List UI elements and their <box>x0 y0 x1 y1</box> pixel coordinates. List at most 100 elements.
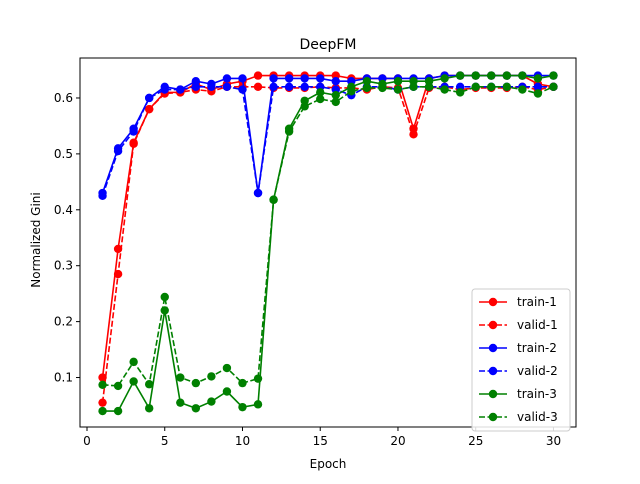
y-tick-label: 0.2 <box>54 315 73 329</box>
data-point-valid-2 <box>238 85 247 94</box>
data-point-train-3 <box>533 74 543 83</box>
data-point-train-2 <box>284 74 294 83</box>
legend: train-1 valid-1 train-2 valid-2 train-3 valid… <box>471 288 571 432</box>
data-point-valid-3 <box>316 94 325 104</box>
data-point-train-3 <box>238 402 247 412</box>
data-point-train-3 <box>331 90 340 100</box>
data-point-valid-3 <box>98 380 107 389</box>
data-point-valid-2 <box>533 82 543 91</box>
data-point-valid-3 <box>471 82 480 91</box>
legend-marker-valid-1 <box>488 320 498 330</box>
x-axis-label: Epoch <box>310 457 347 471</box>
data-point-valid-3 <box>222 363 232 373</box>
data-point-train-3 <box>98 406 107 416</box>
data-point-train-3 <box>113 406 123 416</box>
data-point-valid-3 <box>176 373 185 382</box>
data-point-valid-1 <box>409 130 418 139</box>
legend-label-valid-1: valid-1 <box>517 318 558 332</box>
data-point-train-3 <box>518 71 527 80</box>
data-point-train-3 <box>440 74 449 83</box>
data-point-valid-3 <box>269 195 278 204</box>
legend-marker-train-2 <box>488 343 498 353</box>
y-tick-label: 0.4 <box>54 203 73 217</box>
data-point-valid-3 <box>502 82 512 91</box>
data-point-train-3 <box>191 404 201 413</box>
data-point-train-3 <box>176 398 185 407</box>
data-point-valid-3 <box>393 85 403 94</box>
y-tick-label: 0.3 <box>54 259 73 273</box>
data-point-valid-3 <box>440 85 449 94</box>
data-point-valid-3 <box>300 102 309 111</box>
data-point-train-3 <box>362 77 372 86</box>
legend-label-train-1: train-1 <box>517 295 557 309</box>
data-point-valid-3 <box>378 83 387 93</box>
data-point-valid-2 <box>113 146 123 156</box>
legend-marker-valid-2 <box>488 366 498 376</box>
data-point-train-3 <box>207 397 216 406</box>
data-point-train-1 <box>113 244 123 254</box>
data-point-valid-3 <box>487 82 496 91</box>
legend-marker-train-1 <box>488 297 498 307</box>
y-tick-label: 0.1 <box>54 371 73 385</box>
data-point-valid-1 <box>253 82 263 91</box>
legend-label-valid-2: valid-2 <box>517 364 558 378</box>
data-point-valid-3 <box>113 381 123 391</box>
data-point-valid-3 <box>533 89 543 98</box>
data-point-valid-2 <box>176 85 185 94</box>
data-point-valid-2 <box>98 191 107 201</box>
data-point-train-3 <box>487 71 496 80</box>
y-tick-label: 0.5 <box>54 147 73 161</box>
x-tick-label: 30 <box>546 434 561 448</box>
data-point-train-3 <box>222 387 232 396</box>
y-tick-label: 0.6 <box>54 91 73 105</box>
data-point-valid-3 <box>362 83 372 93</box>
data-point-train-1 <box>98 373 107 382</box>
data-point-valid-3 <box>331 97 340 107</box>
x-tick-label: 0 <box>83 434 91 448</box>
data-point-valid-2 <box>284 82 294 91</box>
legend-label-train-3: train-3 <box>517 387 557 401</box>
data-point-valid-3 <box>207 372 216 381</box>
data-point-train-1 <box>253 71 263 80</box>
data-point-train-3 <box>549 71 558 80</box>
data-point-train-2 <box>269 74 278 83</box>
data-point-valid-2 <box>144 93 154 103</box>
data-point-train-3 <box>393 77 403 86</box>
data-point-train-3 <box>316 88 325 97</box>
legend-label-valid-3: valid-3 <box>517 410 558 424</box>
data-point-valid-3 <box>284 127 294 136</box>
data-point-valid-1 <box>129 139 138 149</box>
data-point-valid-1 <box>113 269 123 279</box>
data-point-train-3 <box>455 71 465 80</box>
data-point-valid-3 <box>253 374 263 383</box>
data-point-valid-3 <box>129 357 138 367</box>
data-point-valid-2 <box>253 188 263 198</box>
data-point-valid-2 <box>300 82 309 91</box>
data-point-valid-1 <box>98 398 107 407</box>
x-tick-label: 5 <box>161 434 169 448</box>
data-point-valid-3 <box>160 292 169 302</box>
data-point-train-2 <box>222 74 232 83</box>
data-point-train-2 <box>316 74 325 83</box>
plot-area: 0 5 10 15 20 25 30 0.1 0.2 0.3 0.4 0.5 0.6 <box>54 71 561 448</box>
x-tick-label: 25 <box>468 434 483 448</box>
y-axis-label: Normalized Gini <box>29 192 43 287</box>
x-tick-label: 15 <box>313 434 328 448</box>
x-tick-label: 20 <box>390 434 405 448</box>
legend-label-train-2: train-2 <box>517 341 557 355</box>
data-point-valid-2 <box>222 82 232 91</box>
data-point-valid-3 <box>144 380 154 389</box>
legend-marker-valid-3 <box>488 412 498 422</box>
axes-frame <box>79 57 577 428</box>
data-point-valid-3 <box>191 378 201 388</box>
data-point-valid-3 <box>347 87 356 96</box>
data-point-valid-1 <box>144 104 154 114</box>
data-point-valid-3 <box>409 82 418 91</box>
x-tick-label: 10 <box>235 434 250 448</box>
data-point-valid-3 <box>549 82 558 91</box>
data-point-valid-3 <box>238 378 247 388</box>
series-train-3 <box>98 71 558 416</box>
data-point-train-3 <box>144 404 154 413</box>
series-valid-3 <box>98 82 558 391</box>
